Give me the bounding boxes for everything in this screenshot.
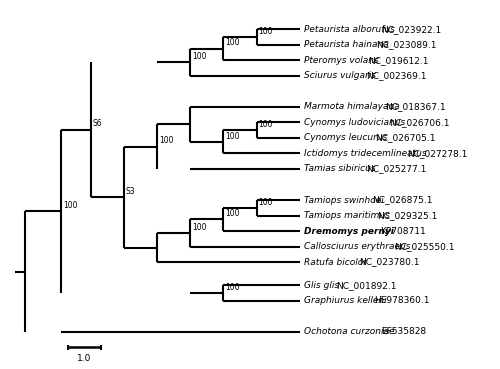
Text: Callosciurus erythraeus: Callosciurus erythraeus <box>304 242 410 251</box>
Text: S3: S3 <box>126 187 136 196</box>
Text: 100: 100 <box>258 27 273 36</box>
Text: 100: 100 <box>159 137 174 145</box>
Text: 100: 100 <box>225 209 240 218</box>
Text: S6: S6 <box>92 120 102 128</box>
Text: HE978360.1: HE978360.1 <box>374 296 430 306</box>
Text: 100: 100 <box>225 132 240 141</box>
Text: 100: 100 <box>225 283 240 292</box>
Text: Ratufa bicolor: Ratufa bicolor <box>304 258 366 266</box>
Text: NC_026875.1: NC_026875.1 <box>372 196 432 204</box>
Text: Cynomys ludovicianus: Cynomys ludovicianus <box>304 118 405 127</box>
Text: 1.0: 1.0 <box>77 354 92 363</box>
Text: NC_026705.1: NC_026705.1 <box>375 134 436 142</box>
Text: Sciurus vulgaris: Sciurus vulgaris <box>304 71 376 80</box>
Text: 100: 100 <box>225 38 240 48</box>
Text: Tamias sibiricus: Tamias sibiricus <box>304 165 376 173</box>
Text: NC_019612.1: NC_019612.1 <box>368 56 428 65</box>
Text: Pteromys volans: Pteromys volans <box>304 56 378 65</box>
Text: NC_023922.1: NC_023922.1 <box>381 25 442 34</box>
Text: Ictidomys tridecemlineatus: Ictidomys tridecemlineatus <box>304 149 426 158</box>
Text: NC_027278.1: NC_027278.1 <box>407 149 468 158</box>
Text: 100: 100 <box>258 197 273 207</box>
Text: Graphiurus kelleni: Graphiurus kelleni <box>304 296 386 306</box>
Text: 100: 100 <box>258 120 273 129</box>
Text: Petaurista alborufus: Petaurista alborufus <box>304 25 394 34</box>
Text: NC_023780.1: NC_023780.1 <box>358 258 419 266</box>
Text: NC_029325.1: NC_029325.1 <box>377 211 438 220</box>
Text: 100: 100 <box>192 52 206 61</box>
Text: Petaurista hainana: Petaurista hainana <box>304 40 388 49</box>
Text: EF535828: EF535828 <box>381 327 426 337</box>
Text: Ochotona curzoniae: Ochotona curzoniae <box>304 327 394 337</box>
Text: Glis glis: Glis glis <box>304 281 339 290</box>
Text: Tamiops maritimus: Tamiops maritimus <box>304 211 390 220</box>
Text: Tamiops swinhoei: Tamiops swinhoei <box>304 196 384 204</box>
Text: NC_025550.1: NC_025550.1 <box>394 242 454 251</box>
Text: Marmota himalayana: Marmota himalayana <box>304 103 400 111</box>
Text: 100: 100 <box>62 201 77 210</box>
Text: NC_026706.1: NC_026706.1 <box>390 118 450 127</box>
Text: NC_001892.1: NC_001892.1 <box>336 281 396 290</box>
Text: NC_025277.1: NC_025277.1 <box>366 165 426 173</box>
Text: Cynomys leucurus: Cynomys leucurus <box>304 134 387 142</box>
Text: NC_023089.1: NC_023089.1 <box>376 40 437 49</box>
Text: 100: 100 <box>192 223 206 232</box>
Text: NC_002369.1: NC_002369.1 <box>366 71 426 80</box>
Text: NC_018367.1: NC_018367.1 <box>385 103 446 111</box>
Text: KP708711: KP708711 <box>380 227 426 235</box>
Text: Dremomys pernyi: Dremomys pernyi <box>304 227 394 235</box>
